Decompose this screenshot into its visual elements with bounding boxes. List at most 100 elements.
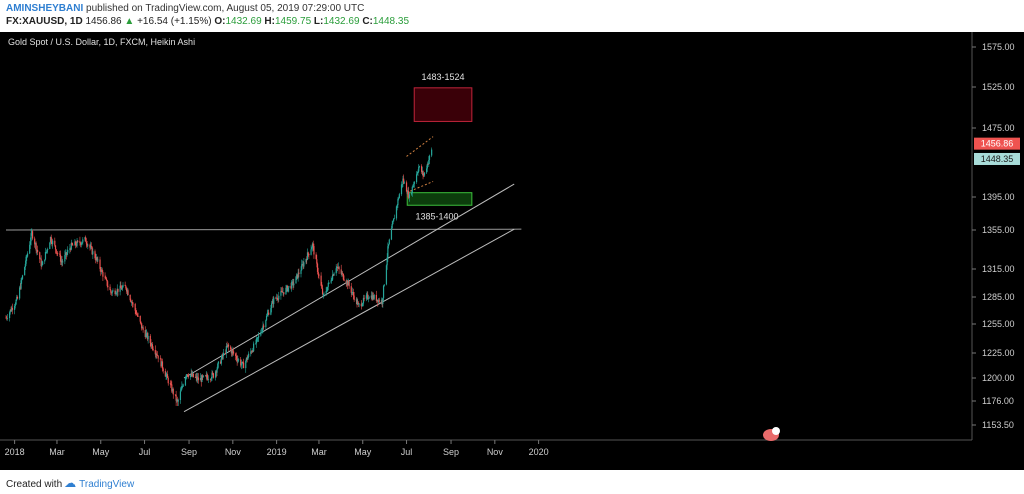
candle-body <box>54 245 57 250</box>
author-link[interactable]: AMINSHEYBANI <box>6 3 84 14</box>
candle-body <box>152 348 154 351</box>
candle-body <box>427 163 429 165</box>
candle-body <box>416 173 418 175</box>
up-arrow-icon: ▲ <box>124 16 135 27</box>
candle-body <box>392 221 394 224</box>
candle-body <box>30 233 32 242</box>
candle-body <box>337 267 339 268</box>
candle-body <box>116 288 118 293</box>
candle-body <box>323 293 325 295</box>
candle-body <box>159 358 161 360</box>
candle-body <box>50 236 52 242</box>
chart-canvas[interactable]: Gold Spot / U.S. Dollar, 1D, FXCM, Heiki… <box>0 32 1024 470</box>
candle-body <box>311 243 314 248</box>
candle-body <box>155 353 157 355</box>
candle-body <box>176 399 179 402</box>
price-badge-bg <box>974 137 1020 150</box>
time-axis[interactable]: 2018 Mar May Jul Sep Nov 2019 Mar May Jul Sep Nov 20… <box>5 440 549 457</box>
candle-body <box>232 350 234 352</box>
price-chart[interactable]: Gold Spot / U.S. Dollar, 1D, FXCM, Heiki… <box>0 32 1024 470</box>
candle-body <box>149 335 151 343</box>
candle-body <box>121 287 123 290</box>
candle-body <box>29 244 31 254</box>
candle-body <box>160 358 162 367</box>
candle-body <box>29 241 32 245</box>
candle-body <box>298 272 300 274</box>
candle-body <box>197 377 199 381</box>
candle-body <box>24 266 26 276</box>
candle-body <box>252 350 254 352</box>
candle-body <box>84 237 86 240</box>
candle-body <box>106 279 108 286</box>
candle-body <box>146 333 149 340</box>
lower-channel-line <box>183 228 515 413</box>
created-with-text: Created with <box>6 479 63 490</box>
candle-body <box>296 274 299 279</box>
candle-body <box>377 299 380 303</box>
candle-body <box>307 252 309 254</box>
candle-body <box>91 247 93 255</box>
candle-body <box>288 285 290 288</box>
candle-body <box>415 174 418 183</box>
candle-body <box>362 297 365 304</box>
x-tick-label: Sep <box>443 447 459 457</box>
candle-body <box>82 239 84 243</box>
candle-body <box>117 288 119 292</box>
candle-body <box>393 218 395 222</box>
candle-body <box>305 259 307 263</box>
candle-body <box>287 287 289 292</box>
candle-body <box>335 268 337 274</box>
candle-body <box>204 375 207 377</box>
event-flag[interactable] <box>763 427 780 441</box>
candle-body <box>426 168 428 173</box>
candle-body <box>363 297 365 299</box>
candle-body <box>403 182 405 184</box>
candle-body <box>64 252 67 256</box>
tradingview-link[interactable]: TradingView <box>79 479 135 490</box>
candle-body <box>176 399 178 401</box>
candle-body <box>146 333 148 334</box>
candle-body <box>115 293 117 295</box>
candle-body <box>266 314 268 316</box>
candle-body <box>407 190 409 195</box>
candle-body <box>428 159 430 164</box>
candle-body <box>270 308 272 315</box>
candle-body <box>286 285 288 292</box>
candle-body <box>230 346 232 350</box>
candle-body <box>321 288 324 295</box>
candle-body <box>337 267 339 268</box>
candle-body <box>34 238 36 245</box>
candle-body <box>129 295 131 301</box>
price-axis[interactable]: 1575.00 1525.00 1475.00 1395.00 1355.00 1315.… <box>972 42 1015 430</box>
candle-body <box>358 303 360 305</box>
candle-body <box>100 269 103 272</box>
candle-body <box>372 295 374 300</box>
candle-body <box>235 353 237 357</box>
candle-body <box>19 287 21 289</box>
candle-body <box>315 254 317 260</box>
zones-layer: 1483-1524 1385-1400 <box>406 72 473 221</box>
candle-body <box>325 291 327 294</box>
candle-body <box>333 273 335 276</box>
candle-body <box>406 191 408 195</box>
candle-body <box>189 375 192 378</box>
candle-body <box>423 175 425 176</box>
candle-body <box>308 253 310 255</box>
candle-body <box>342 273 344 275</box>
candle-body <box>422 171 424 176</box>
candle-body <box>102 272 104 277</box>
x-tick-label: May <box>92 447 110 457</box>
candle-body <box>265 320 267 328</box>
candle-body <box>80 242 82 245</box>
candle-body <box>124 284 126 286</box>
candle-body <box>227 344 229 347</box>
y-tick-label: 1255.00 <box>982 319 1015 329</box>
candle-body <box>240 359 242 366</box>
price-badges: 1456.86 1448.35 <box>974 137 1020 165</box>
x-tick-label: 2019 <box>267 447 287 457</box>
y-tick-label: 1200.00 <box>982 373 1015 383</box>
candle-body <box>187 374 189 377</box>
candle-body <box>105 277 107 279</box>
candle-body <box>40 258 42 267</box>
candle-body <box>232 351 235 354</box>
